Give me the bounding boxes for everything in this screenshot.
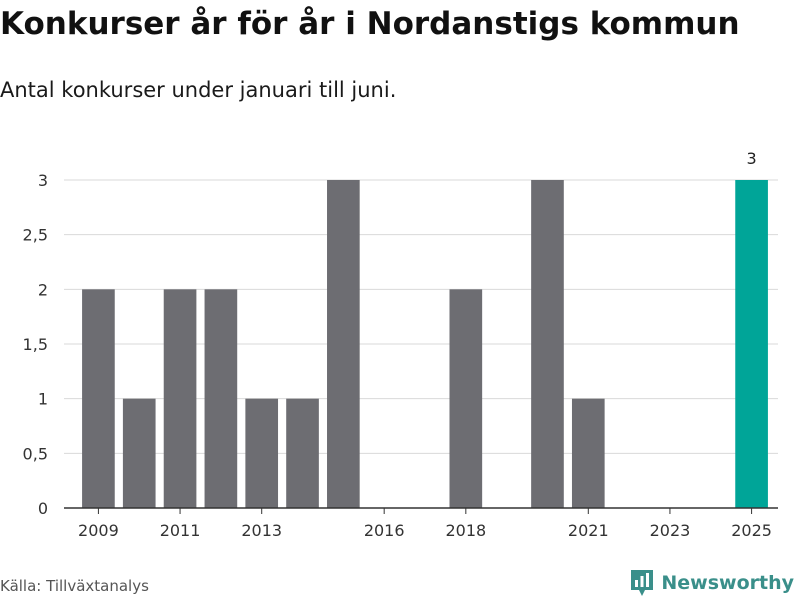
bar (245, 398, 279, 508)
y-tick-label: 2,5 (23, 226, 48, 245)
y-tick-label: 0,5 (23, 444, 48, 463)
chart-title: Konkurser år för år i Nordanstigs kommun (0, 6, 740, 42)
x-tick-label: 2023 (650, 521, 691, 540)
bar (204, 289, 238, 508)
y-tick-label: 0 (38, 499, 48, 518)
x-tick-label: 2016 (364, 521, 405, 540)
x-tick-label: 2018 (445, 521, 486, 540)
bar (82, 289, 115, 508)
source-note: Källa: Tillväxtanalys (0, 577, 149, 595)
x-tick-label: 2021 (568, 521, 609, 540)
highlight-bar (735, 180, 768, 508)
y-tick-label: 1,5 (23, 335, 48, 354)
bar (163, 289, 197, 508)
bar (286, 398, 319, 508)
bar (327, 180, 360, 508)
y-tick-label: 1 (38, 390, 48, 409)
x-tick-label: 2011 (160, 521, 201, 540)
bar (571, 398, 605, 508)
brand-name: Newsworthy (661, 572, 794, 594)
x-tick-label: 2009 (78, 521, 119, 540)
bar (531, 180, 564, 508)
brand-logo[interactable]: Newsworthy (629, 568, 794, 598)
bar-chart-icon (631, 570, 654, 596)
x-tick-label: 2025 (731, 521, 772, 540)
bar (122, 398, 156, 508)
chart-subtitle: Antal konkurser under januari till juni. (0, 78, 397, 102)
bar-chart: 0 0,5 1 1,5 2 2,5 3 3 2009 2011 2013 2016 2018 2021 20… (23, 149, 778, 540)
x-tick-label: 2013 (241, 521, 282, 540)
data-label: 3 (746, 149, 756, 168)
bar (449, 289, 483, 508)
y-tick-label: 2 (38, 280, 48, 299)
y-tick-label: 3 (38, 171, 48, 190)
